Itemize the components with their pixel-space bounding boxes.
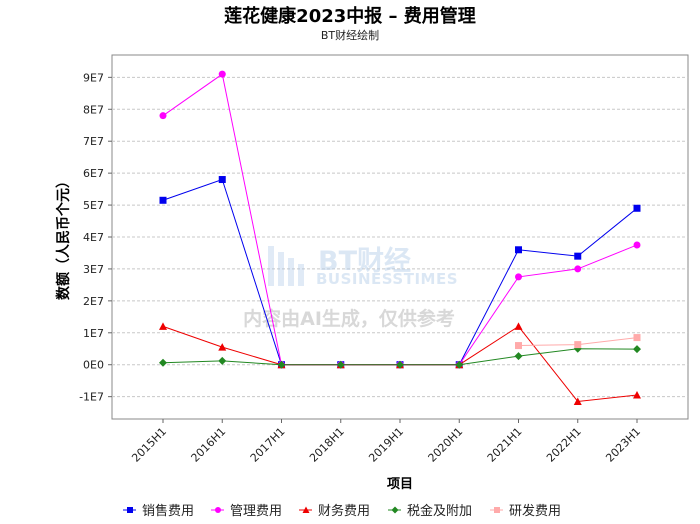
x-tick-label: 2022H1 [544,425,584,465]
data-point [215,507,221,513]
data-point [159,112,167,120]
data-point [336,360,345,369]
legend-item: 财务费用 [299,503,370,519]
legend-label: 研发费用 [509,503,561,519]
data-point [574,265,582,273]
legend-item: 管理费用 [211,504,282,519]
data-point [159,358,167,367]
legend-label: 税金及附加 [407,503,472,519]
data-point [633,391,641,399]
data-point [514,352,523,361]
chart-title: 莲花健康2023中报 – 费用管理 [224,6,476,27]
watermark: BT财经 BUSINESSTIMES 内容由AI生成，仅供参考 [243,245,458,330]
data-point [396,360,404,369]
data-point [633,241,641,249]
legend-item: 销售费用 [123,503,194,519]
y-tick-label: 4E7 [83,231,104,244]
x-tick-label: 2018H1 [307,425,347,465]
legend-item: 研发费用 [490,503,561,519]
y-tick-label: 6E7 [83,167,104,180]
y-tick-label: 2E7 [83,295,104,308]
data-point [302,506,310,513]
x-axis: 2015H1 2016H1 2017H1 2018H1 2019H1 2020H1 2021… [129,419,643,465]
watermark-logo-text: BT财经 [318,245,411,277]
legend-label: 销售费用 [142,503,194,519]
data-point [573,397,582,405]
series-4 [159,344,641,369]
data-point [218,70,226,78]
legend-label: 财务费用 [318,503,370,519]
data-point [277,360,286,369]
data-point [159,322,167,330]
y-axis: -1E7 0E0 1E7 2E7 3E7 4E7 5E7 6E7 7E7 8E7 9E7 [79,71,112,404]
legend: 销售费用 管理费用 财务费用 税金及附加 研发费用 [123,503,561,519]
y-axis-label: 数额（人民币个元） [55,174,72,300]
data-point [494,507,500,513]
data-point [574,252,582,260]
data-point [159,196,167,204]
data-point [515,273,522,281]
watermark-logo-icon [268,246,304,286]
series-layer [159,70,641,405]
legend-item: 税金及附加 [388,503,472,519]
data-point [633,334,641,342]
x-tick-label: 2015H1 [129,425,169,465]
y-tick-label: 0E0 [83,359,104,372]
x-tick-label: 2016H1 [189,425,229,465]
data-point [455,360,464,369]
watermark-brand: BUSINESSTIMES [316,270,458,288]
x-tick-label: 2023H1 [603,425,643,465]
data-point [127,507,133,513]
legend-label: 管理费用 [230,504,282,519]
data-point [515,342,522,350]
gridlines [112,76,688,398]
y-tick-label: 3E7 [83,263,104,276]
data-point [514,322,523,330]
y-tick-label: 8E7 [83,103,104,116]
data-point [633,345,641,354]
y-tick-label: -1E7 [79,391,104,404]
data-point [574,341,582,349]
data-point [218,176,226,184]
x-tick-label: 2020H1 [426,425,466,465]
y-tick-label: 7E7 [83,135,104,148]
y-tick-label: 9E7 [83,71,104,84]
data-point [633,204,641,212]
data-point [218,343,227,351]
series-5 [515,334,641,350]
x-tick-label: 2019H1 [366,425,406,465]
x-tick-label: 2017H1 [248,425,288,465]
x-tick-label: 2021H1 [485,425,525,465]
data-point [218,356,227,365]
y-tick-label: 1E7 [83,327,104,340]
x-axis-label: 项目 [387,477,413,492]
data-point [391,506,399,514]
y-tick-label: 5E7 [83,199,104,212]
data-point [515,246,522,254]
watermark-notice: 内容由AI生成，仅供参考 [243,307,455,330]
chart-subtitle: BT财经绘制 [320,29,380,42]
